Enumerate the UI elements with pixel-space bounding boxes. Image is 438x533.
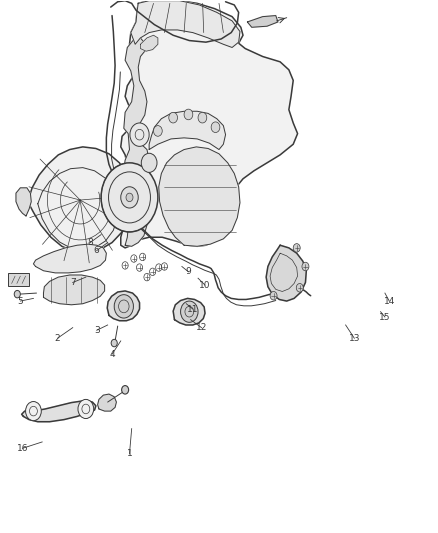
Text: 3: 3	[94, 326, 99, 335]
Polygon shape	[28, 147, 133, 253]
Circle shape	[302, 262, 309, 271]
Circle shape	[198, 112, 207, 123]
Circle shape	[101, 163, 158, 232]
Circle shape	[141, 154, 157, 172]
Polygon shape	[43, 275, 105, 305]
Polygon shape	[159, 147, 240, 246]
Circle shape	[169, 112, 177, 123]
Circle shape	[184, 109, 193, 120]
Polygon shape	[173, 298, 205, 325]
Polygon shape	[107, 291, 140, 321]
Circle shape	[78, 399, 94, 418]
Text: 11: 11	[187, 304, 198, 313]
Circle shape	[211, 122, 220, 133]
Circle shape	[114, 295, 134, 318]
Circle shape	[270, 292, 277, 300]
Circle shape	[126, 193, 133, 201]
Polygon shape	[119, 1, 297, 248]
Polygon shape	[16, 188, 31, 216]
Text: 6: 6	[94, 246, 99, 255]
Polygon shape	[131, 1, 240, 47]
Text: 8: 8	[87, 238, 93, 247]
Text: 9: 9	[186, 268, 191, 276]
Text: 10: 10	[199, 280, 211, 289]
Circle shape	[111, 340, 117, 347]
Text: 4: 4	[109, 350, 115, 359]
Polygon shape	[33, 244, 106, 273]
Circle shape	[153, 126, 162, 136]
Text: 5: 5	[18, 296, 23, 305]
Text: 2: 2	[55, 334, 60, 343]
Polygon shape	[141, 35, 158, 51]
Text: 13: 13	[349, 334, 360, 343]
Circle shape	[293, 244, 300, 252]
Circle shape	[296, 284, 303, 292]
Circle shape	[122, 385, 129, 394]
Polygon shape	[21, 400, 96, 422]
Polygon shape	[149, 111, 226, 150]
Polygon shape	[98, 394, 117, 411]
Text: 15: 15	[379, 312, 391, 321]
Circle shape	[25, 401, 41, 421]
Text: 12: 12	[196, 323, 207, 332]
Circle shape	[121, 187, 138, 208]
Text: 16: 16	[17, 444, 28, 453]
Circle shape	[14, 290, 20, 298]
Circle shape	[180, 301, 198, 322]
Polygon shape	[247, 15, 278, 27]
Text: 14: 14	[384, 296, 395, 305]
Text: 1: 1	[127, 449, 132, 458]
Text: 7: 7	[70, 278, 76, 287]
FancyBboxPatch shape	[8, 273, 29, 286]
Polygon shape	[123, 38, 149, 246]
Polygon shape	[266, 245, 306, 301]
Circle shape	[130, 123, 149, 147]
